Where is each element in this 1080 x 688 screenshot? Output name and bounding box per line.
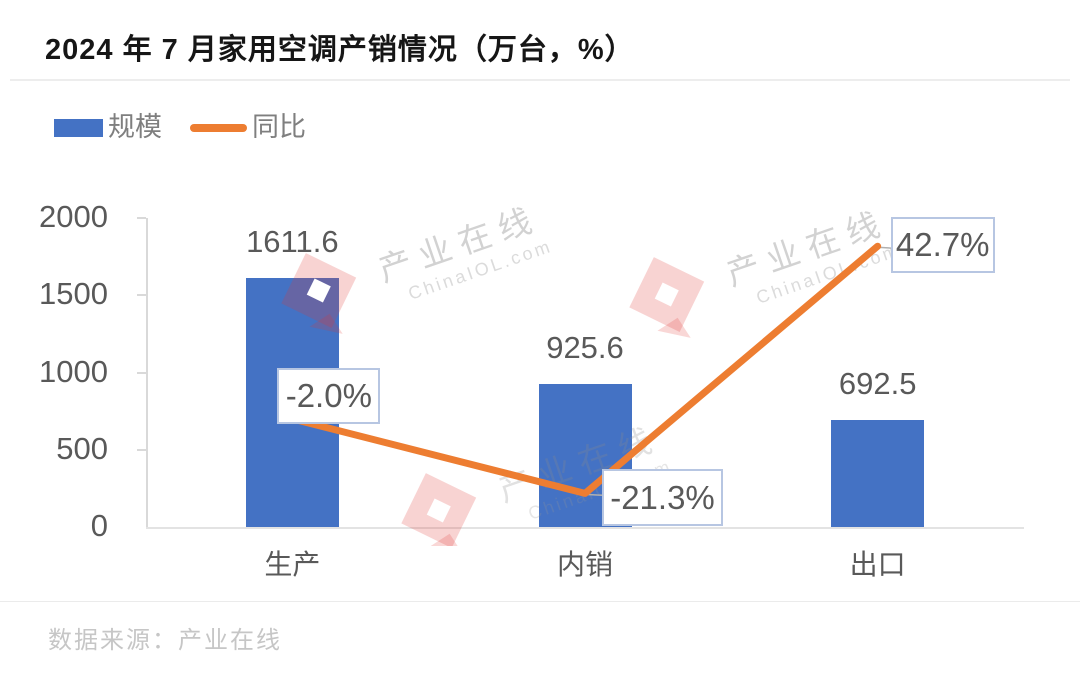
y-axis-tick-label: 1000 (39, 353, 108, 389)
bar-value-label: 692.5 (838, 366, 917, 401)
line-point-callout: -21.3% (602, 469, 723, 527)
y-axis-tick (137, 371, 146, 374)
legend-line-label: 同比 (252, 112, 306, 142)
chart-legend: 规模 同比 (54, 114, 306, 141)
footer-divider (0, 601, 1080, 602)
line-point-callout: -2.0% (277, 367, 381, 424)
page-title: 2024 年 7 月家用空调产销情况（万台，%） (45, 34, 635, 66)
legend-bar-label: 规模 (108, 112, 162, 142)
y-axis-tick-label: 0 (90, 508, 108, 543)
y-axis-line (146, 218, 148, 527)
y-axis-tick-label: 1500 (39, 276, 108, 312)
x-axis-category-label: 生产 (264, 549, 321, 580)
legend-bar-swatch-icon (54, 118, 103, 137)
line-point-callout: 42.7% (890, 217, 995, 274)
bar-出口 (831, 420, 925, 527)
title-divider (10, 79, 1070, 81)
y-axis-tick (137, 294, 146, 297)
bar-value-label: 1611.6 (246, 224, 339, 259)
bar-value-label: 925.6 (546, 329, 624, 365)
data-source-label: 数据来源：产业在线 (48, 627, 282, 654)
x-axis-baseline (146, 527, 1024, 529)
y-axis-tick (137, 448, 146, 451)
y-axis-tick-label: 500 (56, 430, 108, 466)
y-axis-tick (137, 217, 146, 219)
x-axis-category-label: 出口 (849, 549, 906, 580)
y-axis-tick-label: 2000 (39, 199, 108, 234)
x-axis-category-label: 内销 (556, 549, 613, 580)
legend-line-swatch-icon (190, 123, 247, 132)
